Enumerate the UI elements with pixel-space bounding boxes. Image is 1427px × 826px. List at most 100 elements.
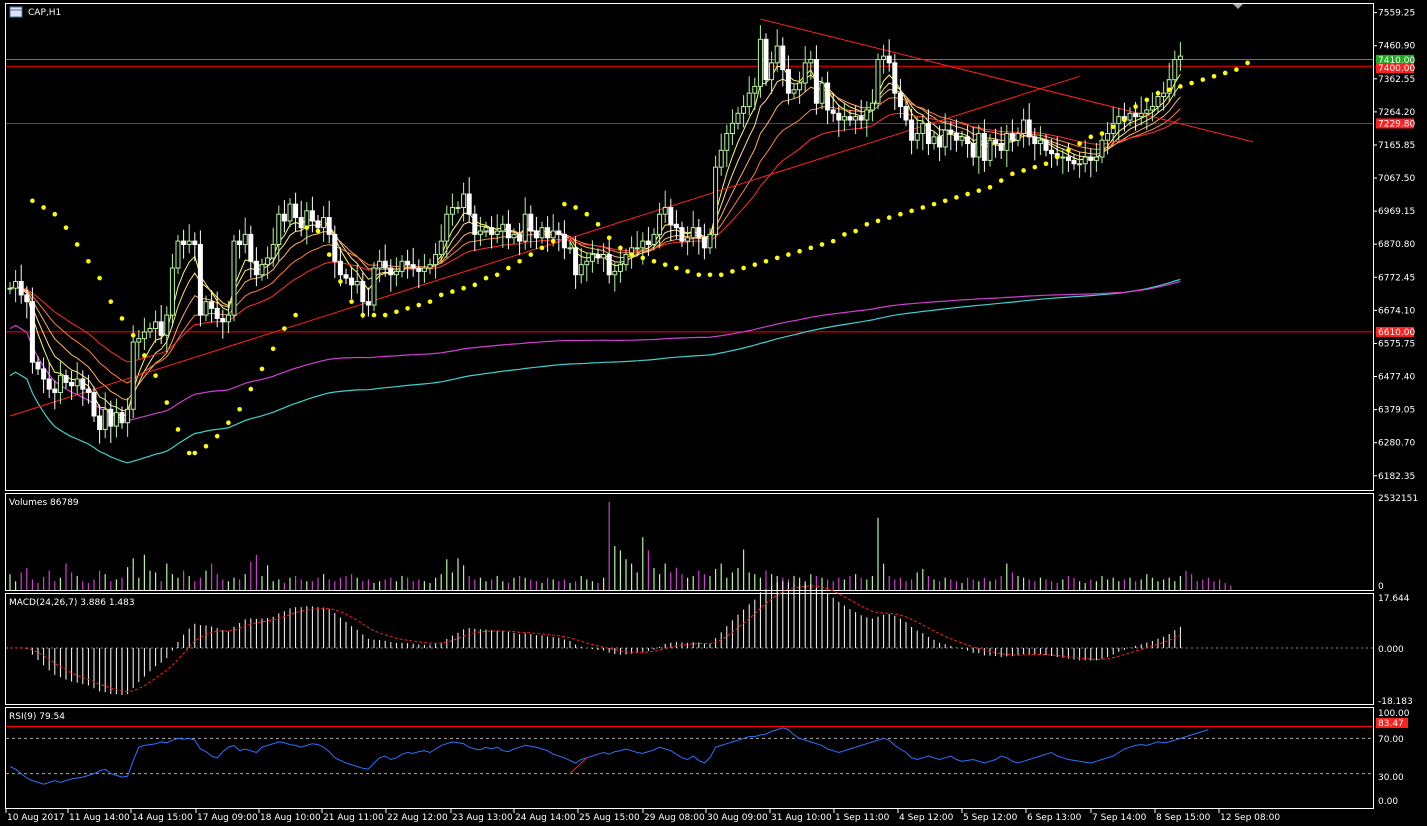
sar-dot	[1122, 117, 1127, 123]
candle	[270, 227, 276, 267]
candle-body	[797, 82, 803, 91]
candle-body	[91, 391, 97, 417]
candle-body	[438, 240, 444, 256]
sar-dot	[987, 185, 993, 190]
price-label: 6575.75	[1378, 339, 1415, 349]
time-label: 6 Sep 13:00	[1027, 813, 1082, 823]
candle-body	[573, 247, 579, 276]
candle-body	[853, 116, 859, 121]
candle	[505, 210, 511, 250]
candle	[1049, 138, 1055, 168]
sar-dot	[741, 265, 746, 271]
rsi-trendline	[569, 757, 588, 774]
candle-body	[802, 62, 808, 84]
candle	[903, 100, 909, 127]
candle	[517, 222, 523, 256]
candle-body	[276, 213, 282, 245]
sar-dot	[214, 433, 220, 439]
candle	[35, 356, 41, 375]
candle	[1149, 92, 1155, 122]
candle-body	[729, 122, 735, 134]
candle-body	[186, 240, 192, 245]
candle	[24, 286, 30, 319]
sar-dot	[618, 245, 623, 251]
candle-body	[556, 230, 562, 235]
sar-dot	[898, 211, 903, 217]
rsi-panel[interactable]	[5, 707, 1374, 809]
candle-body	[69, 381, 75, 387]
candle-body	[993, 139, 999, 145]
candle-body	[931, 136, 937, 145]
candle-body	[293, 203, 299, 219]
chart-shift-marker[interactable]	[1233, 4, 1243, 9]
candle-body	[892, 62, 898, 94]
candle-body	[584, 260, 590, 266]
candle-body	[881, 55, 887, 60]
candle-body	[718, 149, 724, 168]
candle	[953, 119, 959, 152]
candle	[1021, 108, 1027, 148]
candle	[539, 221, 545, 244]
candle-body	[1127, 112, 1133, 121]
candle-body	[337, 260, 343, 276]
sar-dot	[864, 221, 870, 227]
price-panel[interactable]	[5, 3, 1374, 491]
candle	[718, 133, 724, 176]
candle	[225, 300, 231, 334]
sar-dot	[965, 191, 970, 197]
candle	[959, 130, 965, 147]
sar-dot	[640, 255, 646, 261]
candle-body	[679, 227, 685, 242]
candle-body	[601, 254, 607, 259]
candle-body	[461, 193, 467, 208]
candle	[18, 264, 24, 304]
candle	[147, 322, 153, 338]
candle	[1105, 122, 1111, 155]
trendline	[760, 18, 1254, 143]
volumes-panel[interactable]	[5, 493, 1374, 591]
sar-dot	[461, 285, 466, 291]
candle-body	[858, 116, 864, 121]
candle	[931, 130, 937, 150]
sar-dot	[1155, 90, 1161, 96]
time-label: 24 Aug 14:00	[515, 813, 576, 823]
sar-dot	[752, 262, 758, 267]
candle-body	[886, 55, 892, 64]
candle	[623, 248, 629, 271]
candle	[158, 305, 164, 345]
candle	[746, 76, 752, 116]
candle-body	[119, 412, 125, 424]
sar-dot	[539, 245, 545, 251]
candle	[690, 210, 696, 247]
candle	[393, 257, 399, 287]
candle	[281, 200, 287, 233]
sar-dot	[1099, 131, 1105, 136]
sar-dot	[74, 242, 80, 247]
candle	[1082, 140, 1088, 173]
candle	[785, 55, 791, 105]
time-label: 1 Sep 11:00	[835, 813, 890, 823]
candle-body	[505, 223, 511, 239]
sar-dot	[909, 208, 914, 214]
sar-dot	[438, 292, 444, 298]
candle	[242, 217, 248, 254]
candle	[679, 221, 685, 248]
candle-body	[203, 301, 209, 316]
candle	[606, 237, 612, 284]
candle-body	[1049, 149, 1055, 155]
candle-body	[1088, 156, 1094, 161]
candle-body	[533, 230, 539, 239]
sar-dot	[192, 450, 198, 456]
candle	[970, 126, 976, 166]
candle-body	[298, 217, 304, 229]
candle-body	[41, 368, 47, 380]
time-label: 29 Aug 08:00	[644, 813, 705, 823]
candle-body	[897, 92, 903, 108]
price-tag	[1376, 54, 1414, 65]
macd-panel[interactable]	[5, 593, 1374, 705]
candle-body	[466, 193, 472, 215]
price-tag-text: 7229.80	[1378, 119, 1415, 129]
sar-dot	[153, 373, 158, 378]
sar-dot	[797, 248, 802, 254]
sar-dot	[186, 450, 192, 456]
